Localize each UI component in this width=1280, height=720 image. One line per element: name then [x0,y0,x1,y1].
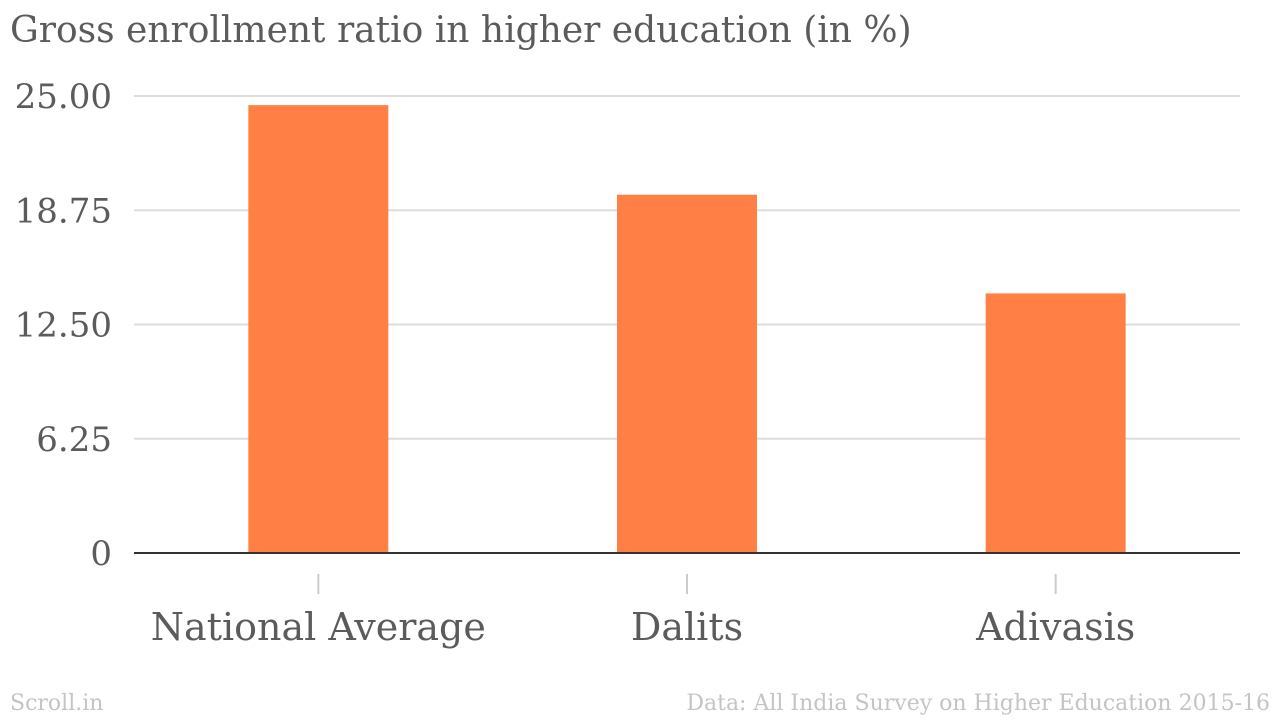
x-tick-label: National Average [151,605,486,649]
data-credit: Data: All India Survey on Higher Educati… [686,691,1270,716]
y-tick-label: 0 [90,534,112,574]
y-axis-ticks: 0 6.25 12.50 18.75 25.00 [15,77,112,574]
y-tick-label: 12.50 [15,306,112,346]
x-axis-ticks: National Average Dalits Adivasis [151,574,1135,649]
y-tick-label: 18.75 [15,191,112,231]
bar-adivasis [985,293,1126,553]
chart-title: Gross enrollment ratio in higher educati… [10,10,912,51]
bars [248,105,1126,553]
y-tick-label: 6.25 [36,420,112,460]
bar-national-average [248,105,389,553]
bar-dalits [617,194,757,553]
x-tick-label: Adivasis [975,605,1135,649]
x-tick-label: Dalits [631,605,743,649]
source-brand: Scroll.in [10,691,104,716]
y-tick-label: 25.00 [15,77,112,117]
